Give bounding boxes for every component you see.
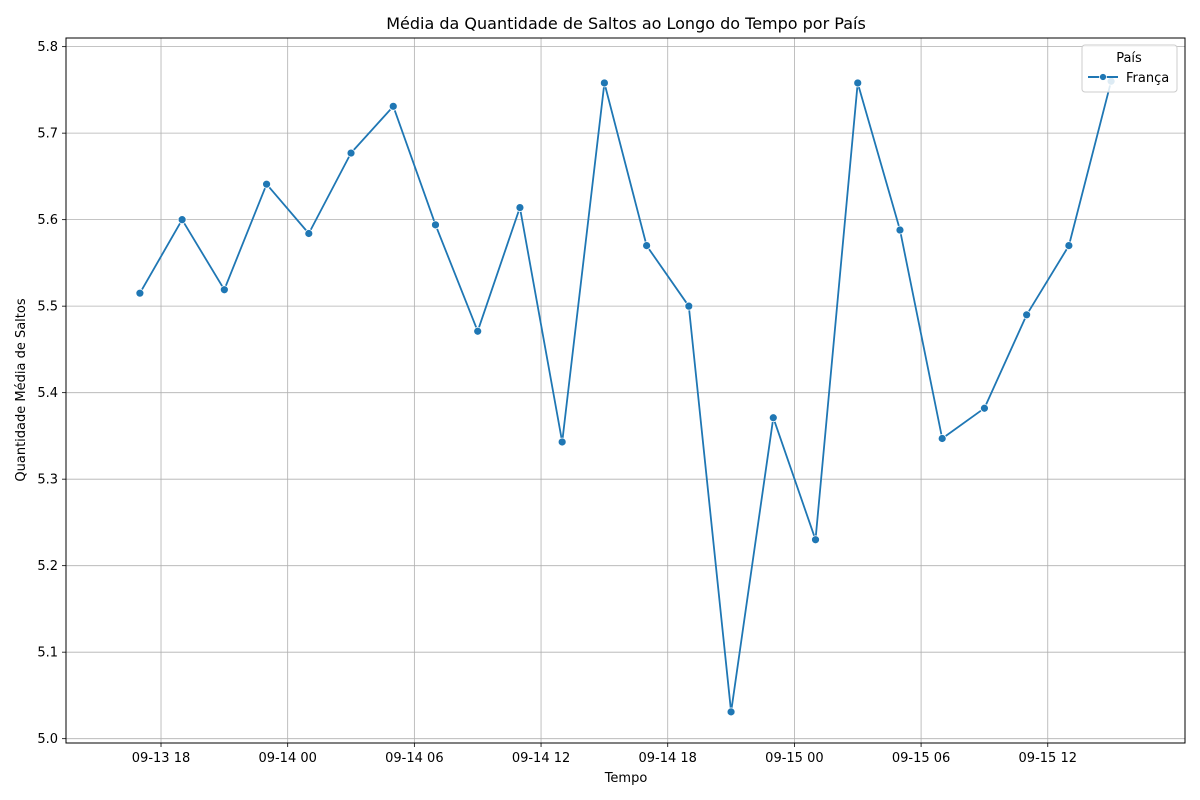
data-point[interactable] (853, 78, 863, 88)
x-tick-label: 09-15 00 (765, 751, 823, 766)
data-point[interactable] (811, 535, 820, 545)
legend-label: França (1126, 71, 1169, 86)
data-point[interactable] (346, 148, 356, 158)
data-point[interactable] (219, 285, 229, 295)
x-tick-label: 09-14 00 (258, 751, 316, 766)
x-axis: 09-13 18 09-14 00 09-14 06 09-14 12 09-14 18… (132, 743, 1077, 766)
data-point[interactable] (1064, 241, 1074, 251)
x-axis-title: Tempo (604, 771, 648, 786)
y-tick-label: 5.2 (37, 559, 58, 574)
plot-area-frame (65, 37, 1186, 744)
x-tick-label: 09-15 06 (892, 751, 950, 766)
y-tick-label: 5.6 (37, 213, 58, 228)
y-tick-label: 5.7 (37, 127, 58, 142)
grid-lines (66, 38, 1185, 743)
data-point[interactable] (135, 288, 145, 298)
data-point[interactable] (262, 179, 271, 189)
legend-title: País (1116, 51, 1142, 66)
data-point[interactable] (431, 220, 440, 230)
y-tick-label: 5.5 (37, 300, 58, 315)
data-point[interactable] (895, 225, 905, 235)
data-point[interactable] (1022, 310, 1032, 320)
x-tick-label: 09-14 18 (638, 751, 696, 766)
data-point[interactable] (642, 241, 652, 251)
data-point[interactable] (557, 437, 567, 447)
data-point[interactable] (726, 707, 736, 717)
data-point[interactable] (388, 101, 398, 111)
legend-marker-swatch (1099, 73, 1107, 81)
data-point[interactable] (937, 434, 947, 443)
chart-title: Média da Quantidade de Saltos ao Longo d… (386, 14, 866, 33)
data-point[interactable] (515, 203, 525, 212)
y-tick-label: 5.1 (37, 646, 58, 661)
x-tick-label: 09-13 18 (132, 751, 190, 766)
data-point[interactable] (980, 403, 989, 413)
data-point[interactable] (768, 413, 778, 423)
y-axis-title: Quantidade Média de Saltos (14, 298, 29, 481)
data-point[interactable] (304, 229, 314, 238)
x-tick-label: 09-14 12 (512, 751, 570, 766)
data-point[interactable] (684, 301, 694, 311)
y-tick-label: 5.4 (37, 386, 58, 401)
y-tick-label: 5.0 (37, 732, 58, 747)
y-axis: 5.0 5.1 5.2 5.3 5.4 5.5 5.6 5.7 5.8 (37, 40, 66, 747)
data-point[interactable] (473, 326, 483, 336)
data-point[interactable] (177, 215, 187, 225)
y-tick-label: 5.3 (37, 473, 58, 488)
y-tick-label: 5.8 (37, 40, 58, 55)
legend[interactable]: País França (1081, 44, 1178, 93)
legend-frame (1081, 44, 1178, 93)
x-tick-label: 09-14 06 (385, 751, 443, 766)
data-point[interactable] (599, 78, 609, 88)
series-layer (135, 76, 1116, 717)
x-tick-label: 09-15 12 (1019, 751, 1077, 766)
series-line (139, 81, 1112, 713)
